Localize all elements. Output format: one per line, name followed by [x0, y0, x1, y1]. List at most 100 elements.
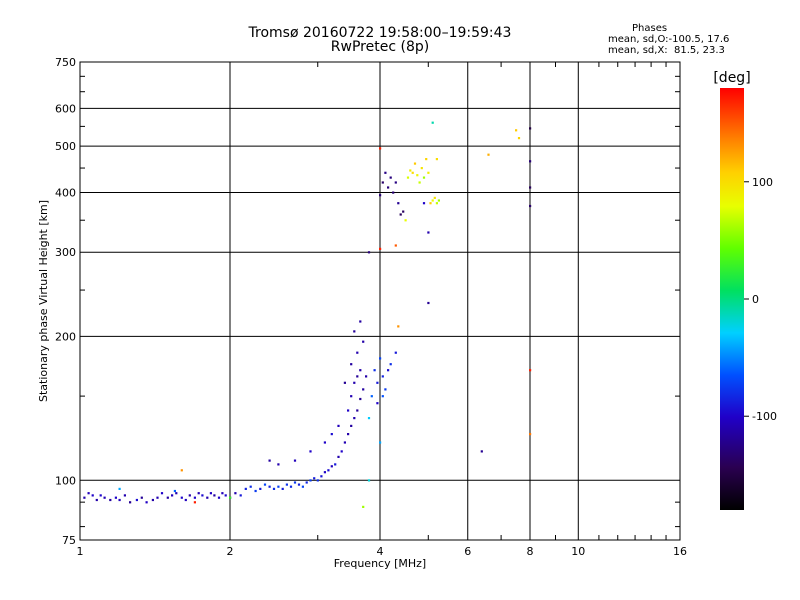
data-point: [340, 450, 343, 453]
data-point: [359, 320, 362, 323]
data-point: [387, 186, 390, 189]
data-point: [362, 505, 365, 508]
colorbar-tick-label: 100: [752, 176, 773, 189]
data-point: [285, 483, 288, 486]
data-point: [188, 494, 191, 497]
data-point: [394, 351, 397, 354]
data-point: [387, 369, 390, 372]
data-point: [334, 463, 337, 466]
data-point: [529, 186, 532, 189]
data-point: [529, 160, 532, 163]
x-tick-label: 8: [527, 545, 534, 558]
data-point: [140, 496, 143, 499]
data-point: [389, 363, 392, 366]
data-point: [209, 492, 212, 495]
data-point: [217, 496, 221, 499]
plot-frame: [79, 61, 681, 541]
data-point: [313, 477, 316, 480]
data-point: [156, 496, 159, 499]
data-point: [362, 340, 365, 343]
data-point: [376, 381, 379, 384]
data-point: [87, 492, 90, 495]
x-tick-label: 10: [571, 545, 585, 558]
data-point: [353, 417, 356, 420]
data-point: [309, 479, 312, 482]
data-point: [420, 167, 423, 170]
data-point: [367, 417, 371, 420]
phase-stats-x: mean, sd,X: 81.5, 23.3: [608, 45, 725, 56]
data-point: [529, 433, 532, 436]
data-point: [356, 409, 359, 412]
data-point: [180, 469, 183, 472]
data-point: [529, 369, 532, 372]
data-point: [515, 129, 518, 132]
data-point: [337, 424, 340, 427]
x-axis-ticks: 1 2 4 6 8 10 16: [77, 62, 687, 558]
data-point: [422, 176, 426, 179]
data-point: [437, 199, 440, 202]
y-axis-label: Stationary phase Virtual Height [km]: [37, 200, 50, 402]
data-point: [309, 450, 312, 453]
data-point: [193, 501, 196, 504]
data-point: [201, 494, 204, 497]
data-point: [281, 487, 284, 490]
colorbar-tick-label: 0: [752, 293, 759, 306]
data-point: [114, 496, 117, 499]
data-point: [425, 158, 428, 161]
data-point: [213, 494, 216, 497]
data-point: [244, 487, 247, 490]
data-point: [347, 409, 350, 412]
data-point: [367, 479, 371, 482]
chart-subtitle: RwPretec (8p): [330, 39, 430, 55]
data-point: [392, 191, 395, 194]
data-point: [129, 501, 132, 504]
data-point: [435, 158, 438, 161]
data-point: [221, 492, 224, 495]
data-point: [180, 496, 183, 499]
data-point: [359, 397, 362, 401]
data-point: [301, 485, 304, 488]
data-point: [99, 494, 102, 497]
data-point: [118, 487, 121, 490]
data-point: [118, 498, 121, 502]
data-point: [173, 489, 176, 493]
data-point: [429, 202, 432, 205]
data-point: [135, 498, 138, 502]
data-point: [394, 244, 397, 247]
data-point: [343, 381, 346, 384]
data-point: [229, 496, 232, 499]
data-point: [397, 325, 400, 328]
data-point: [404, 219, 407, 222]
data-point: [254, 489, 257, 493]
data-point: [406, 176, 410, 179]
data-point: [529, 127, 532, 130]
data-point: [389, 176, 392, 179]
data-point: [413, 162, 417, 165]
y-tick-label: 600: [55, 102, 76, 115]
data-point: [384, 171, 387, 174]
data-point: [362, 388, 365, 391]
data-point: [327, 469, 330, 472]
data-point: [431, 199, 434, 202]
data-point: [394, 181, 397, 184]
data-point: [379, 357, 382, 360]
data-point: [272, 487, 276, 490]
x-tick-label: 16: [673, 545, 687, 558]
x-tick-label: 4: [377, 545, 384, 558]
data-point: [95, 498, 98, 502]
data-point: [91, 494, 94, 497]
data-point: [103, 496, 106, 499]
data-point: [184, 498, 187, 502]
data-point: [409, 169, 412, 172]
data-point: [350, 395, 353, 398]
data-point: [206, 496, 209, 499]
data-point: [160, 492, 164, 495]
data-point: [343, 441, 346, 444]
data-point: [411, 171, 414, 174]
data-point: [316, 479, 319, 482]
data-point: [381, 375, 384, 378]
data-point: [197, 492, 200, 495]
data-point: [350, 424, 353, 427]
data-point: [337, 455, 340, 458]
